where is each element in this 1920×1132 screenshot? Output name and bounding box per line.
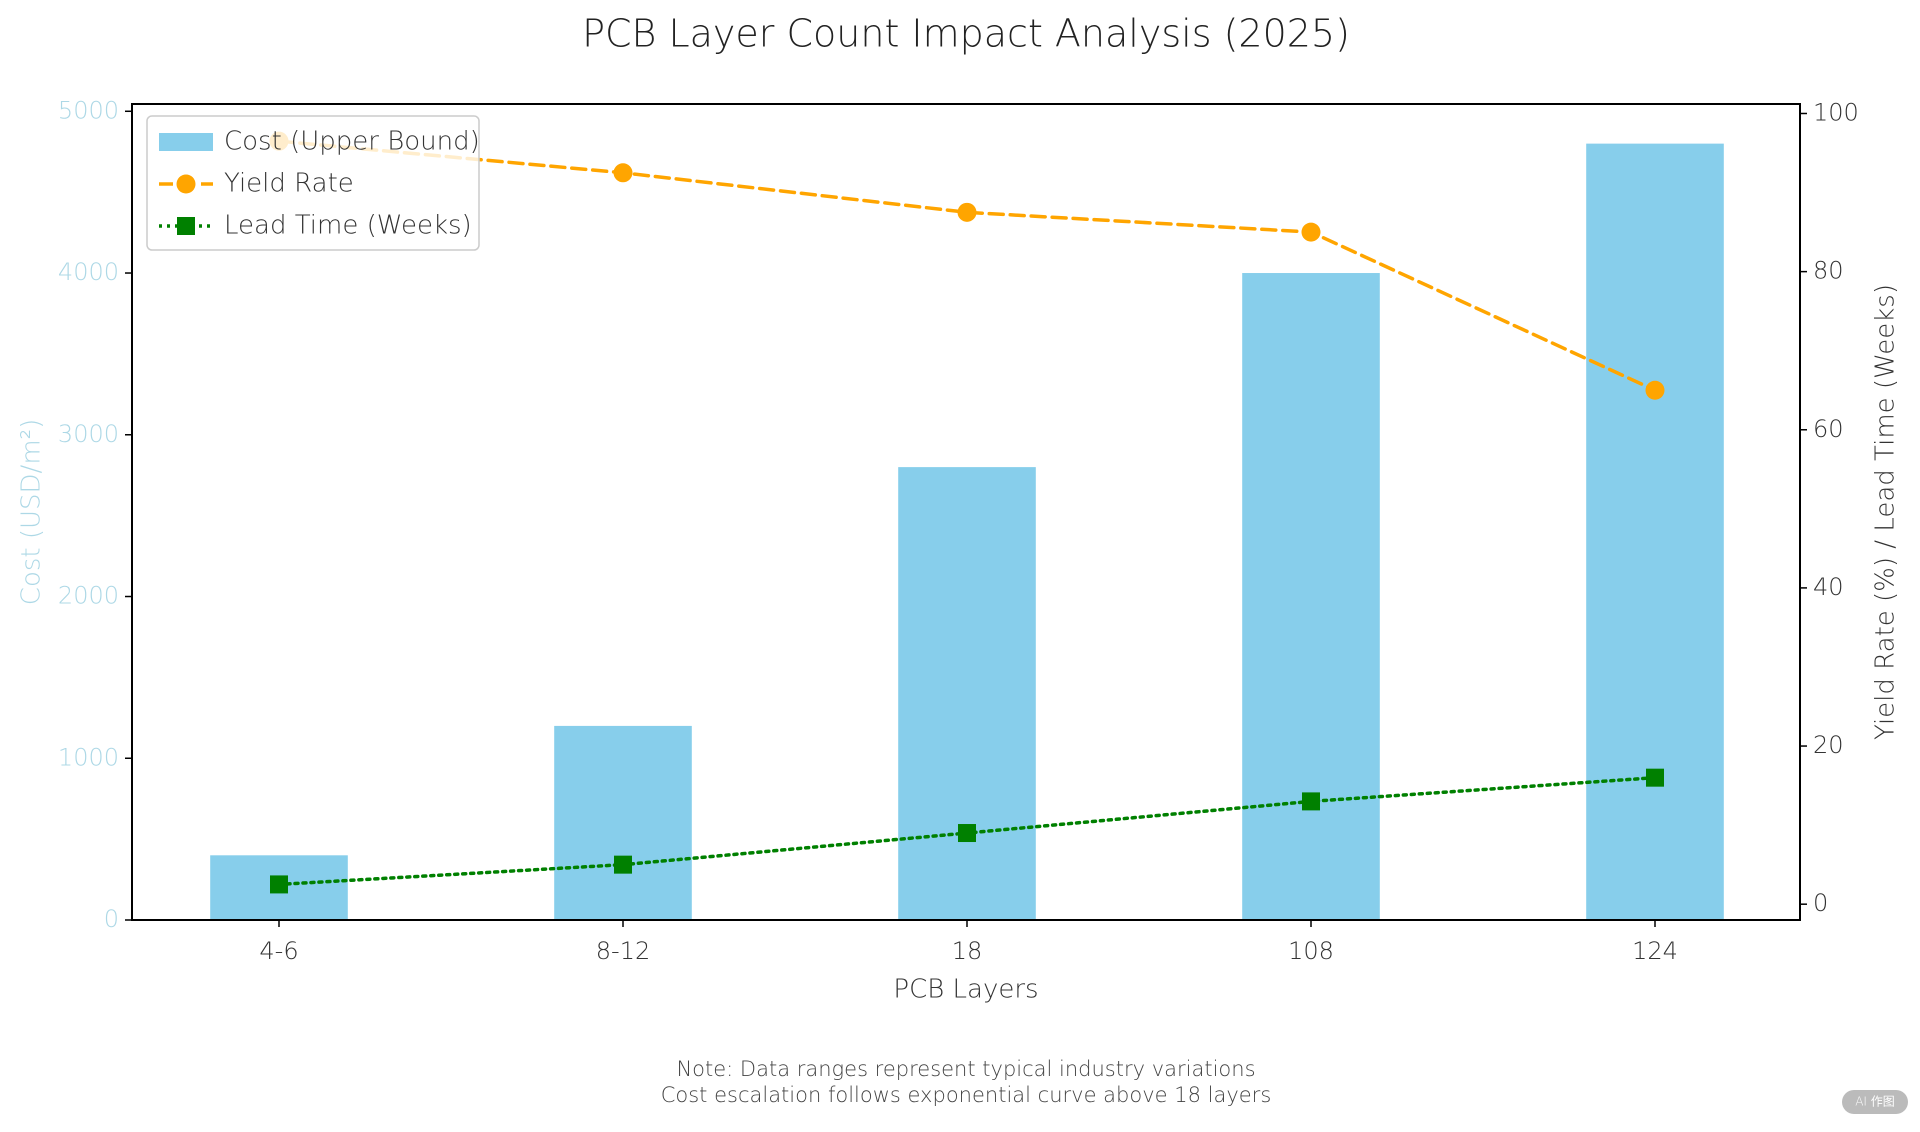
y2-tick-label: 80 — [1813, 257, 1844, 285]
y-tick-label: 1000 — [58, 743, 119, 771]
line-marker — [1301, 222, 1321, 242]
y2-tick-label: 100 — [1813, 98, 1859, 126]
line-marker — [177, 217, 195, 235]
watermark: AI 作图 — [1855, 1095, 1895, 1109]
line-marker — [176, 174, 196, 194]
line — [277, 139, 1657, 392]
x-axis-label: PCB Layers — [893, 975, 1038, 1005]
note: Note: Data ranges represent typical indu… — [676, 1057, 1255, 1081]
bar — [1242, 273, 1380, 920]
legend-label: Lead Time (Weeks) — [224, 211, 472, 241]
y2-tick-label: 0 — [1813, 889, 1828, 917]
chart-title: PCB Layer Count Impact Analysis (2025) — [582, 12, 1350, 56]
line-marker — [957, 202, 977, 222]
bar — [554, 725, 692, 920]
legend-swatch — [159, 133, 213, 151]
legend-label: Cost (Upper Bound) — [224, 127, 480, 157]
y2-tick-label: 20 — [1813, 731, 1844, 759]
line-marker — [1302, 792, 1320, 811]
y-tick-label: 3000 — [58, 420, 119, 448]
legend-label: Yield Rate — [224, 169, 354, 199]
x-tick-label: 18 — [952, 937, 983, 965]
y2-tick-label: 40 — [1813, 573, 1844, 601]
line-marker — [1646, 768, 1664, 787]
x-tick-label: 108 — [1288, 937, 1334, 965]
line-marker — [958, 824, 976, 843]
line-marker — [1645, 380, 1665, 400]
bar — [898, 467, 1036, 920]
x-tick-label: 4-6 — [259, 937, 298, 965]
line-marker — [613, 163, 633, 183]
y2-tick-label: 60 — [1813, 415, 1844, 443]
line-marker — [270, 875, 288, 894]
watermark-badge — [1842, 1090, 1908, 1114]
legend-frame — [146, 115, 480, 251]
line-marker — [614, 855, 632, 874]
y-tick-label: 2000 — [58, 582, 119, 610]
y-tick-label: 0 — [104, 905, 119, 933]
x-tick-label: 124 — [1632, 937, 1678, 965]
y-axis-label: Cost (USD/m²) — [17, 419, 47, 605]
bar — [1586, 143, 1724, 921]
plot-frame — [131, 103, 1801, 921]
y-tick-label: 5000 — [58, 96, 119, 124]
y2-axis-label: Yield Rate (%) / Lead Time (Weeks) — [1871, 284, 1901, 740]
x-tick-label: 8-12 — [596, 937, 650, 965]
note: Cost escalation follows exponential curv… — [661, 1083, 1272, 1107]
y-tick-label: 4000 — [58, 258, 119, 286]
